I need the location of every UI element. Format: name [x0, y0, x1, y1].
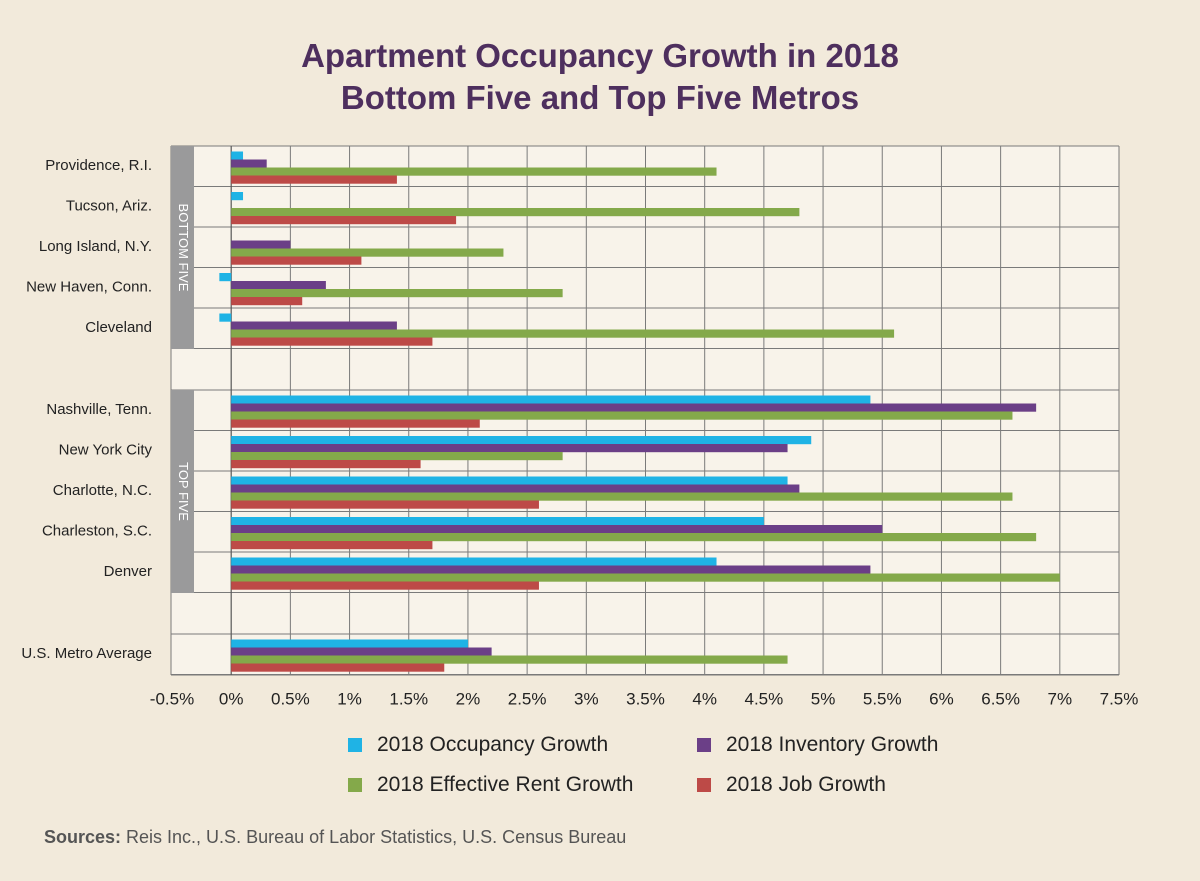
bar: [231, 411, 1013, 420]
x-tick-label: 2%: [456, 689, 481, 708]
bar: [231, 573, 1060, 582]
x-tick-label: 7.5%: [1100, 689, 1139, 708]
legend-label-inventory: 2018 Inventory Growth: [726, 733, 939, 756]
bar: [231, 663, 445, 672]
bar: [231, 565, 871, 574]
x-tick-label: 0.5%: [271, 689, 310, 708]
bar: [231, 492, 1013, 501]
bar: [231, 460, 421, 469]
legend-label-occupancy: 2018 Occupancy Growth: [377, 733, 609, 756]
category-label: New York City: [59, 441, 153, 458]
bar: [231, 151, 244, 160]
category-label: Charlotte, N.C.: [53, 482, 152, 499]
legend-label-rent: 2018 Effective Rent Growth: [377, 773, 634, 796]
bar: [231, 281, 326, 290]
category-label: Charleston, S.C.: [42, 522, 152, 539]
legend-swatch-occupancy: [348, 738, 362, 752]
bar: [231, 329, 895, 338]
x-tick-label: 6%: [929, 689, 954, 708]
x-tick-label: 6.5%: [981, 689, 1020, 708]
bar: [231, 321, 397, 330]
x-tick-label: 7%: [1048, 689, 1073, 708]
bar: [231, 476, 788, 485]
bar: [231, 289, 563, 298]
legend-swatch-inventory: [697, 738, 711, 752]
category-label: Providence, R.I.: [45, 157, 152, 174]
group-label-bar: [171, 390, 194, 593]
bar: [231, 517, 764, 526]
bar: [231, 167, 717, 176]
bar: [231, 484, 800, 493]
bar: [231, 452, 563, 461]
x-tick-label: 3%: [574, 689, 599, 708]
category-label: Tucson, Ariz.: [66, 197, 152, 214]
bar: [231, 500, 539, 509]
bar: [231, 159, 267, 168]
bar: [219, 273, 232, 282]
group-label: BOTTOM FIVE: [176, 204, 191, 292]
bar: [231, 297, 303, 306]
bar: [231, 444, 788, 453]
bar: [231, 639, 468, 648]
category-label: Cleveland: [85, 319, 152, 336]
category-label: New Haven, Conn.: [26, 278, 152, 295]
sources-text: Reis Inc., U.S. Bureau of Labor Statisti…: [121, 827, 627, 847]
sources-note: Sources: Reis Inc., U.S. Bureau of Labor…: [44, 827, 626, 848]
x-tick-label: 5.5%: [863, 689, 902, 708]
bar: [231, 419, 480, 428]
bar: [231, 655, 788, 664]
x-tick-label: 3.5%: [626, 689, 665, 708]
x-tick-label: 2.5%: [508, 689, 547, 708]
x-tick-label: 4%: [692, 689, 717, 708]
sources-label: Sources:: [44, 827, 122, 847]
bar: [231, 337, 433, 346]
group-label: TOP FIVE: [176, 462, 191, 521]
bar: [231, 533, 1037, 542]
x-tick-label: 1%: [337, 689, 362, 708]
x-tick-label: 0%: [219, 689, 244, 708]
category-label: Denver: [104, 563, 152, 580]
legend-swatch-rent: [348, 778, 362, 792]
bar: [231, 403, 1037, 412]
group-label-bar: [171, 146, 194, 349]
bar: [231, 647, 492, 656]
x-tick-label: -0.5%: [150, 689, 194, 708]
bar: [231, 581, 539, 590]
category-label: Nashville, Tenn.: [46, 401, 152, 418]
bar: [231, 208, 800, 217]
bar: [231, 395, 871, 404]
chart-subtitle: Bottom Five and Top Five Metros: [340, 79, 860, 116]
x-tick-label: 1.5%: [389, 689, 428, 708]
bar: [231, 557, 717, 566]
x-tick-label: 4.5%: [745, 689, 784, 708]
chart-title: Apartment Occupancy Growth in 2018: [301, 37, 899, 74]
category-label: U.S. Metro Average: [21, 645, 152, 662]
bar: [231, 192, 244, 201]
bar: [231, 256, 362, 265]
category-label: Long Island, N.Y.: [39, 238, 152, 255]
bar: [231, 240, 291, 249]
legend-label-job: 2018 Job Growth: [726, 773, 886, 796]
bar: [231, 541, 433, 550]
x-tick-label: 5%: [811, 689, 836, 708]
bar: [219, 313, 232, 322]
bar: [231, 248, 504, 257]
bar: [231, 175, 397, 184]
bar: [231, 216, 457, 225]
bar: [231, 436, 812, 445]
bar: [231, 525, 883, 534]
legend-swatch-job: [697, 778, 711, 792]
